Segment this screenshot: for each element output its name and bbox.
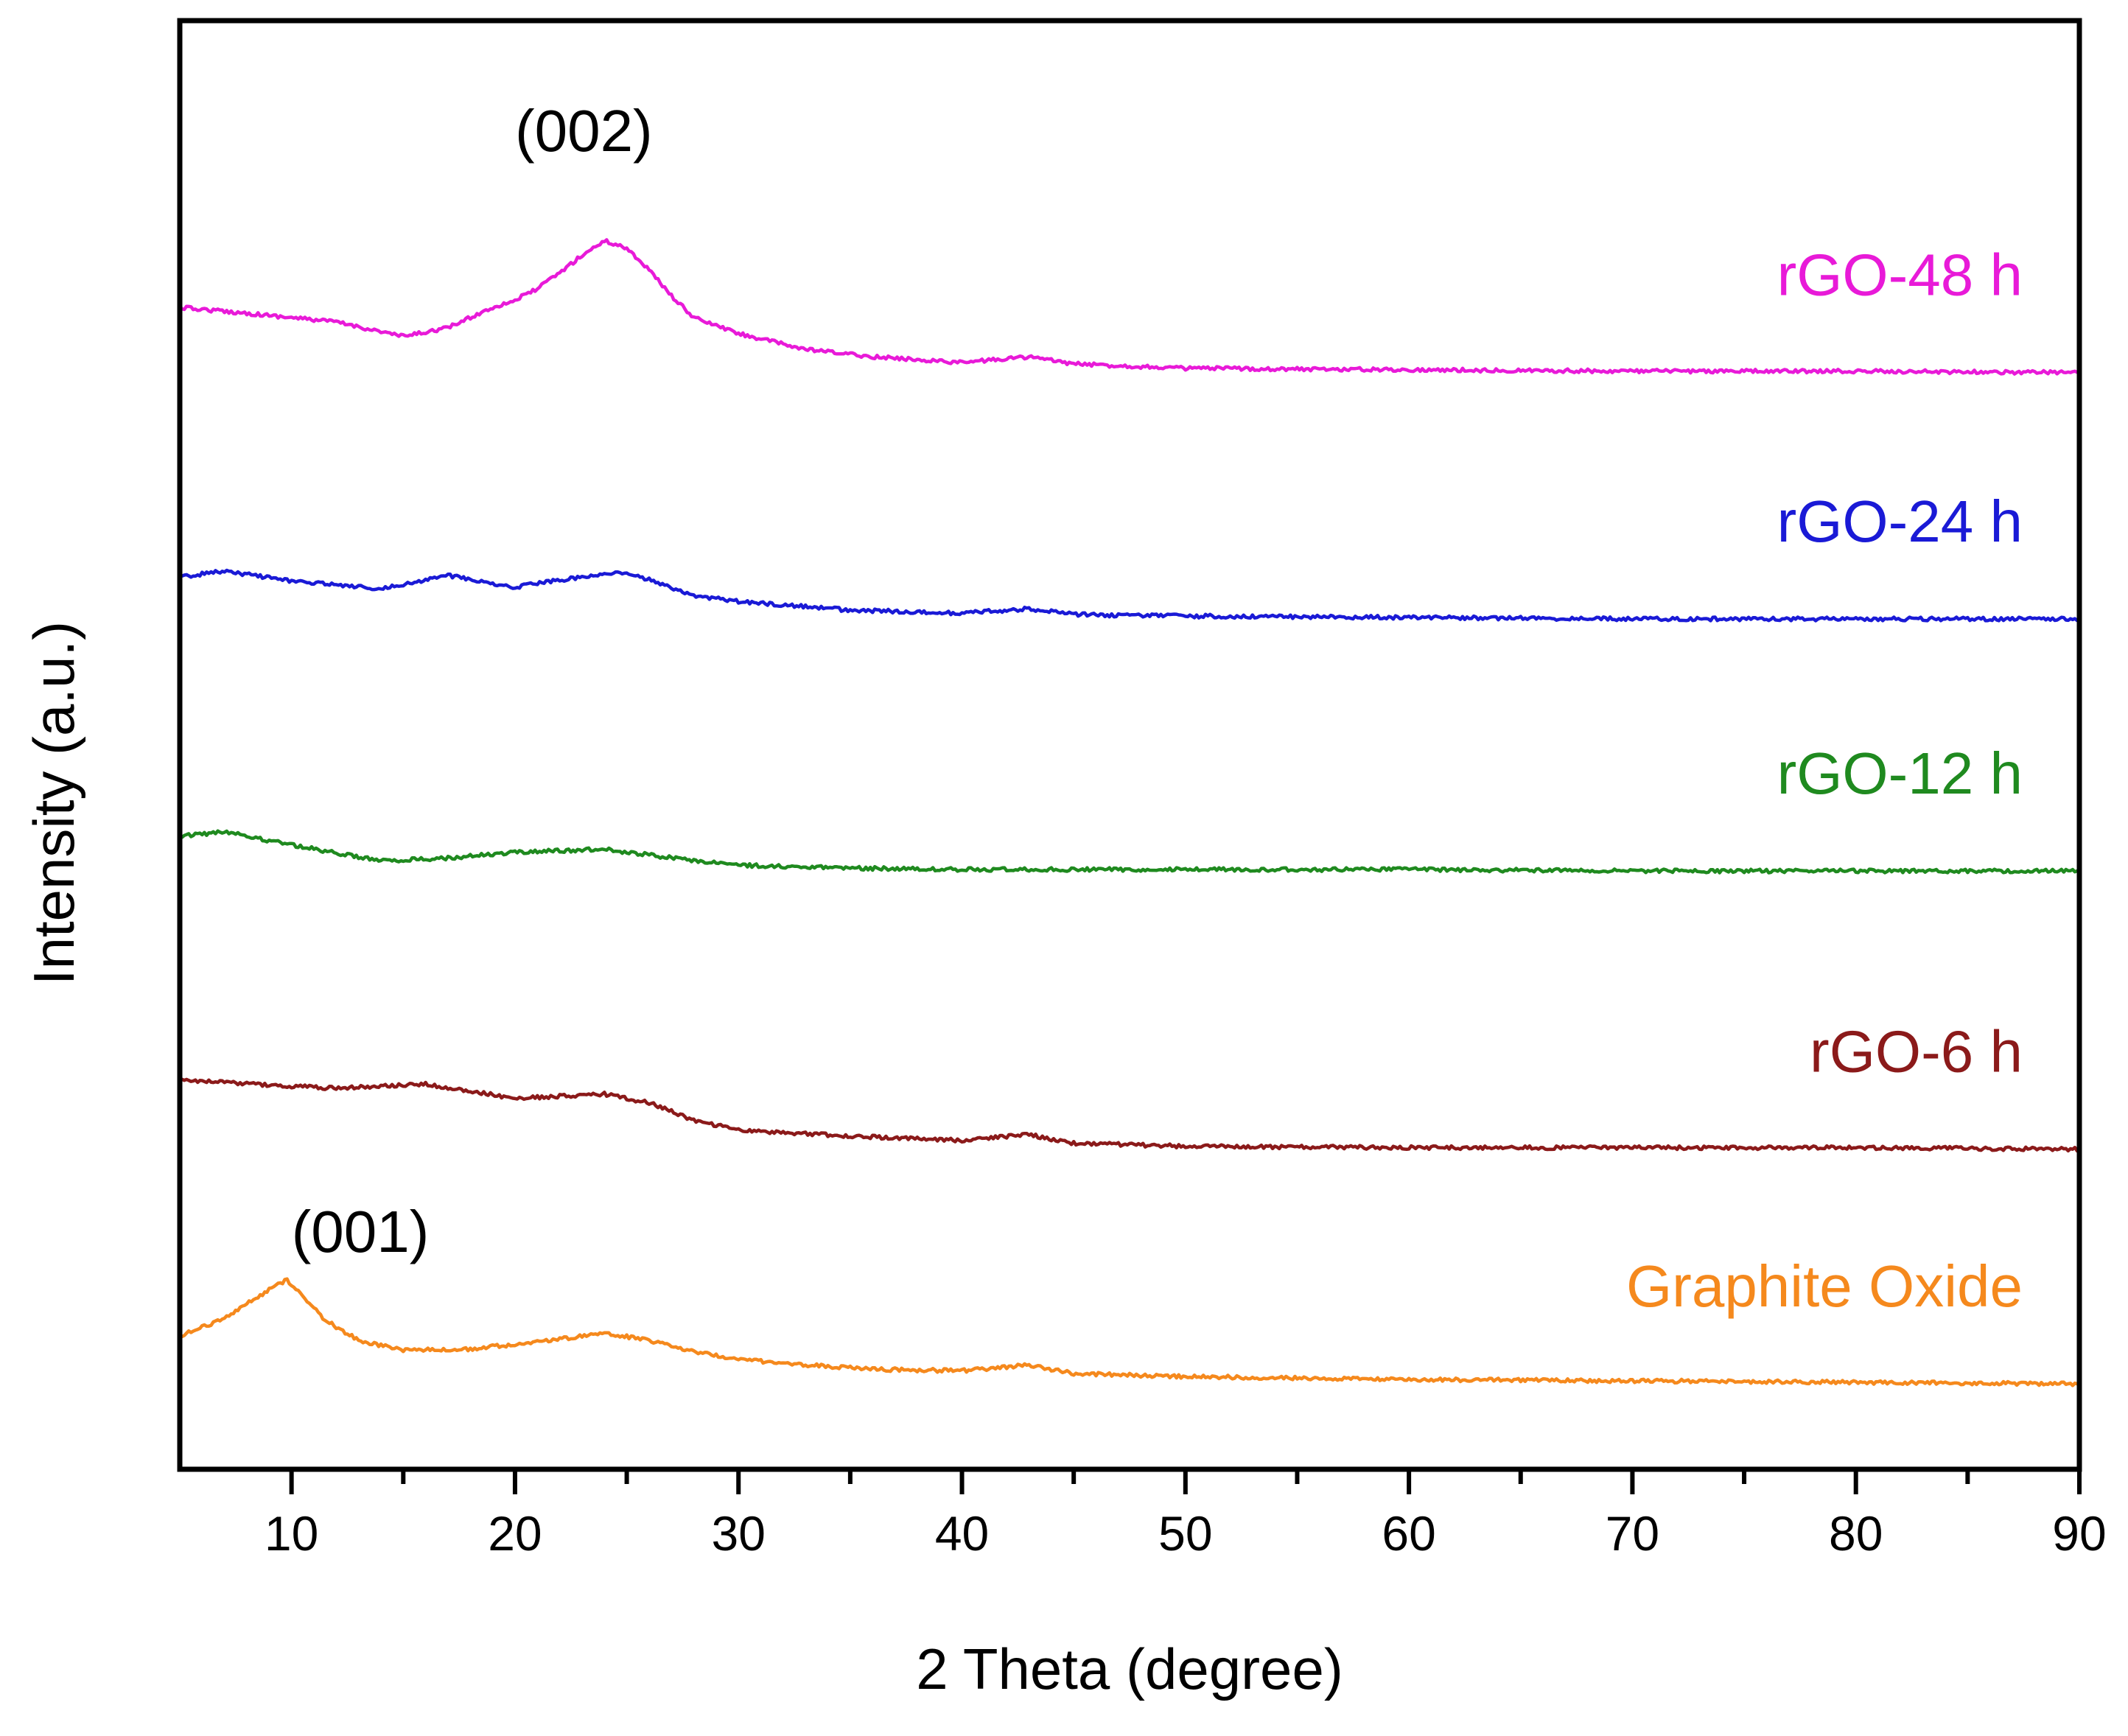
series-line-rgo-24-h — [179, 568, 2081, 623]
series-line-rgo-12-h — [178, 829, 2080, 875]
x-tick-label-90: 90 — [2052, 1506, 2106, 1561]
y-axis-title: Intensity (a.u.) — [21, 621, 86, 985]
x-axis-title: 2 Theta (degree) — [916, 1637, 1343, 1701]
series-labels: rGO-48 h rGO-24 h rGO-12 h rGO-6 h Graphite … — [1626, 242, 2023, 1319]
plot-frame — [177, 18, 2082, 1472]
x-tick-label-80: 80 — [1829, 1506, 1883, 1561]
series-label-rgo-6-h: rGO-6 h — [1810, 1019, 2023, 1085]
series-label-rgo-48-h: rGO-48 h — [1777, 242, 2023, 308]
x-tick-label-20: 20 — [488, 1506, 542, 1561]
series-line-graphite-oxide — [178, 1277, 2080, 1387]
x-tick-label-40: 40 — [935, 1506, 989, 1561]
series-line-rgo-6-h — [178, 1077, 2081, 1153]
annotation-002: (002) — [515, 98, 653, 164]
series-line-rgo-48-h — [178, 238, 2080, 376]
x-tick-label-70: 70 — [1606, 1506, 1659, 1561]
x-tick-label-10: 10 — [265, 1506, 318, 1561]
x-tick-label-50: 50 — [1158, 1506, 1212, 1561]
series-label-graphite-oxide: Graphite Oxide — [1626, 1253, 2023, 1319]
x-tick-label-60: 60 — [1382, 1506, 1435, 1561]
x-ticks: 10 20 30 40 50 60 70 80 90 — [265, 1469, 2107, 1561]
series-label-rgo-24-h: rGO-24 h — [1777, 489, 2023, 554]
x-tick-label-30: 30 — [712, 1506, 766, 1561]
annotation-001: (001) — [292, 1199, 430, 1264]
series-label-rgo-12-h: rGO-12 h — [1777, 741, 2023, 806]
peak-annotations: (002) (001) — [292, 98, 653, 1264]
series-layer — [178, 238, 2081, 1387]
